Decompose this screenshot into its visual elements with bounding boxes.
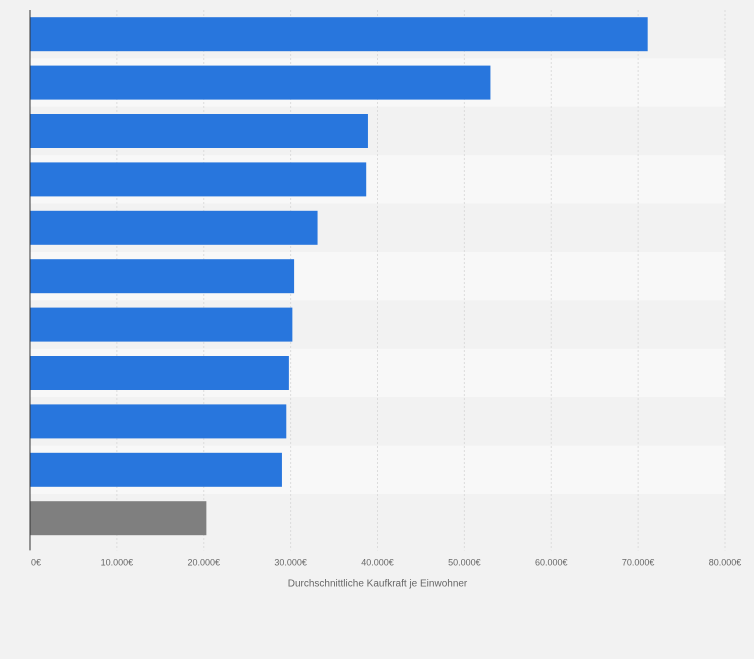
bar[interactable]: [30, 65, 491, 100]
bar[interactable]: [30, 501, 207, 536]
x-tick-label: 10.000€: [101, 557, 134, 567]
bars: [30, 17, 648, 536]
bar[interactable]: [30, 452, 282, 487]
x-axis-title: Durchschnittliche Kaufkraft je Einwohner: [288, 578, 468, 589]
bar[interactable]: [30, 404, 287, 439]
x-tick-label: 20.000€: [187, 557, 220, 567]
bar[interactable]: [30, 210, 318, 245]
x-tick-label: 40.000€: [361, 557, 394, 567]
x-axis-ticks: 0€ 10.000€ 20.000€ 30.000€ 40.000€ 50.000€ 60.…: [31, 557, 741, 567]
bar[interactable]: [30, 307, 293, 342]
x-tick-label: 50.000€: [448, 557, 481, 567]
x-tick-label: 80.000€: [709, 557, 742, 567]
x-tick-label: 70.000€: [622, 557, 655, 567]
x-tick-label: 0€: [31, 557, 41, 567]
bar[interactable]: [30, 114, 368, 148]
bar[interactable]: [30, 17, 648, 52]
x-tick-label: 60.000€: [535, 557, 568, 567]
x-tick-label: 30.000€: [274, 557, 307, 567]
bar[interactable]: [30, 259, 295, 294]
bar[interactable]: [30, 162, 367, 197]
bar[interactable]: [30, 356, 289, 390]
